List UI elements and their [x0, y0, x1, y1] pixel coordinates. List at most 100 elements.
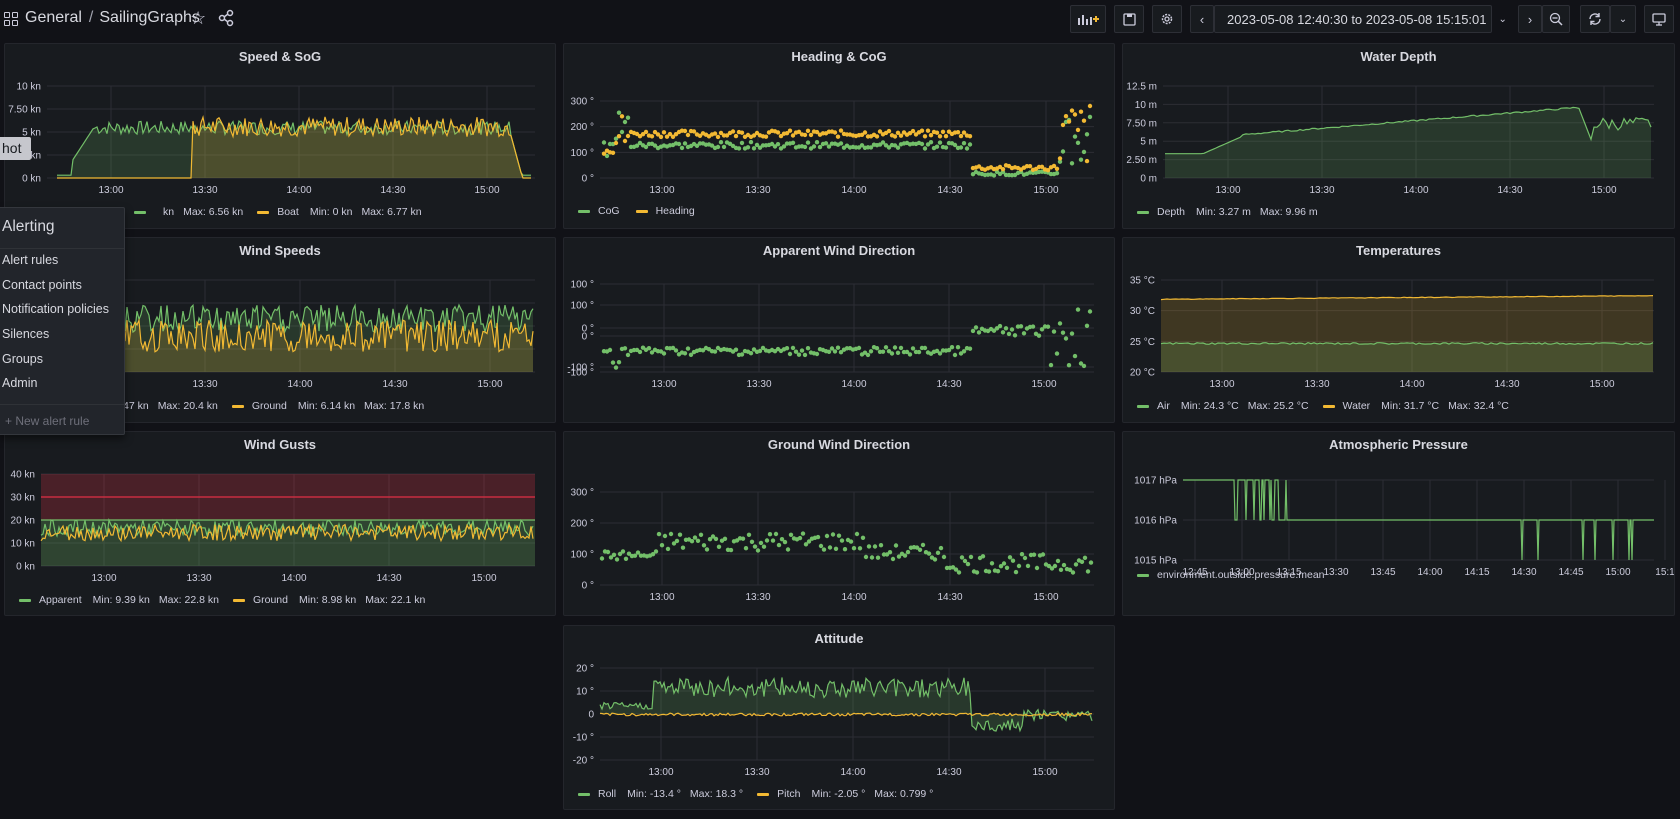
panel-attitude[interactable]: Attitude 20 ° 10 ° 0 -10 ° -20 ° 13:00 13:30 14…: [563, 625, 1115, 810]
menu-item-notification-policies[interactable]: Notification policies: [2, 302, 109, 316]
menu-item-admin[interactable]: Admin: [2, 376, 38, 390]
series-point-heading: [1081, 118, 1087, 123]
y-tick-label: 10 m: [1135, 100, 1157, 111]
series-point-awd: [625, 352, 631, 358]
new-alert-rule-button[interactable]: + New alert rule: [5, 414, 89, 428]
menu-item-contact-points[interactable]: Contact points: [2, 278, 82, 292]
series-point-cog: [967, 142, 973, 147]
dashboard-settings-button[interactable]: [1152, 5, 1182, 33]
series-point-cog: [823, 141, 829, 146]
series-point-gwd: [692, 535, 698, 540]
series-point-gwd: [758, 540, 764, 546]
series-point-gwd: [635, 550, 641, 555]
chevron-down-icon: ⌄: [1498, 13, 1507, 25]
legend-series-name[interactable]: Water: [1342, 400, 1371, 412]
legend-series-name[interactable]: Depth: [1157, 206, 1186, 218]
x-tick-label: 13:00: [91, 573, 116, 584]
series-point-cog: [964, 146, 970, 151]
series-point-awd: [1078, 361, 1084, 366]
menu-item-alert-rules[interactable]: Alert rules: [2, 253, 59, 267]
series-point-gwd: [713, 536, 719, 542]
series-point-gwd: [1019, 552, 1025, 557]
legend-series-name[interactable]: Roll: [598, 788, 617, 800]
panel-speed-sog[interactable]: Speed & SoG 10 kn 7.50 kn 5 kn kn 0 kn 13:00 1…: [4, 43, 556, 229]
kiosk-mode-button[interactable]: [1644, 5, 1674, 33]
panel-atmospheric-pressure[interactable]: Atmospheric Pressure 1017 hPa 1016 hPa 101…: [1122, 431, 1675, 616]
legend-stat: Max: 9.96 m: [1259, 206, 1318, 218]
panel-title: Atmospheric Pressure: [1329, 437, 1468, 452]
legend-series-name[interactable]: CoG: [598, 205, 620, 217]
series-point-awd: [1018, 324, 1024, 329]
series-point-awd: [610, 360, 616, 365]
series-point-gwd: [842, 547, 848, 552]
save-dashboard-button[interactable]: [1114, 5, 1144, 33]
panel-water-depth[interactable]: Water Depth 12.5 m 10 m 7.50 m 5 m 2.50 m 0 m…: [1122, 43, 1675, 229]
series-point-awd: [1081, 363, 1087, 369]
legend-series-name[interactable]: Ground: [252, 594, 288, 606]
breadcrumb-dashboard[interactable]: SailingGraphs: [99, 9, 200, 26]
zoom-out-button[interactable]: [1542, 5, 1570, 33]
plus-icon: +: [5, 414, 16, 428]
series-point-gwd: [974, 570, 980, 575]
legend-series-name[interactable]: Ground: [251, 400, 287, 412]
panel-apparent-wind-direction[interactable]: Apparent Wind Direction 100 ° 0 ° -100 ° 13…: [563, 237, 1115, 423]
x-tick-label: 14:30: [380, 185, 405, 196]
y-tick-label: 10 kn: [11, 539, 35, 550]
panel-heading-cog[interactable]: Heading & CoG 300 ° 200 ° 100 ° 0 ° 13:00 13:…: [563, 43, 1115, 229]
series-point-cog: [739, 140, 745, 146]
y-tick-label: 30 °C: [1130, 306, 1155, 317]
series-point-gwd: [821, 547, 827, 552]
series-point-awd: [892, 345, 898, 350]
series-point-gwd: [953, 567, 959, 572]
refresh-interval-picker[interactable]: ⌄: [1610, 5, 1636, 33]
add-panel-button[interactable]: [1070, 5, 1106, 33]
series-point-cog: [1069, 161, 1075, 166]
series-point-awd: [1000, 330, 1006, 335]
series-point-gwd: [788, 532, 794, 537]
panel-ground-wind-direction[interactable]: Ground Wind Direction 300 ° 200 ° 100 ° 0 °…: [563, 431, 1115, 616]
x-tick-label: 14:00: [286, 185, 311, 196]
time-shift-forward-button[interactable]: ›: [1518, 5, 1542, 33]
series-point-awd: [748, 351, 754, 356]
series-point-awd: [1069, 331, 1075, 336]
x-tick-label: 15:1: [1655, 567, 1674, 578]
series-point-heading: [958, 133, 964, 139]
time-range-picker[interactable]: 2023-05-08 12:40:30 to 2023-05-08 15:15:…: [1214, 5, 1507, 33]
x-tick-label: 14:00: [840, 767, 865, 778]
legend-swatch: [232, 598, 245, 602]
dashboards-grid-icon[interactable]: [4, 12, 18, 26]
series-point-cog: [928, 140, 934, 145]
series-point-awd: [970, 328, 976, 334]
series-point-gwd: [710, 534, 716, 539]
x-tick-label: 14:30: [1494, 379, 1519, 390]
series-point-heading: [784, 131, 790, 136]
legend-series-name[interactable]: Air: [1157, 400, 1170, 412]
series-point-gwd: [872, 544, 878, 549]
time-shift-back-button[interactable]: ‹: [1190, 5, 1214, 33]
series-point-cog: [772, 144, 778, 149]
series-point-gwd: [632, 553, 638, 558]
legend-series-name[interactable]: Pitch: [777, 788, 801, 800]
legend-series-name[interactable]: environment.outside.pressure.mean: [1157, 569, 1325, 581]
series-point-gwd: [605, 549, 611, 555]
legend-swatch: [1137, 404, 1149, 408]
menu-item-groups[interactable]: Groups: [2, 352, 43, 366]
menu-item-silences[interactable]: Silences: [2, 327, 50, 341]
breadcrumb-folder[interactable]: General: [25, 9, 82, 26]
share-icon[interactable]: [218, 9, 234, 27]
legend-series-name[interactable]: Heading: [655, 205, 695, 217]
x-tick-label: 14:30: [936, 379, 961, 390]
series-point-cog: [892, 143, 898, 148]
series-point-gwd: [746, 532, 752, 537]
series-point-cog: [814, 140, 820, 145]
legend-series-name[interactable]: Apparent: [39, 594, 82, 606]
star-icon[interactable]: ☆: [190, 8, 207, 28]
refresh-button[interactable]: [1580, 5, 1610, 33]
legend-series-name[interactable]: Boat: [277, 206, 299, 218]
series-point-cog: [880, 140, 886, 145]
panel-wind-gusts[interactable]: Wind Gusts 40 kn 30 kn 20 kn 10 kn 0 kn 13:00…: [4, 431, 556, 616]
panel-temperatures[interactable]: Temperatures 35 °C 30 °C 25 °C 20 °C 13:00 13…: [1122, 237, 1675, 423]
series-point-heading: [901, 130, 907, 135]
series-point-cog: [1084, 132, 1090, 137]
series-point-heading: [886, 128, 892, 134]
